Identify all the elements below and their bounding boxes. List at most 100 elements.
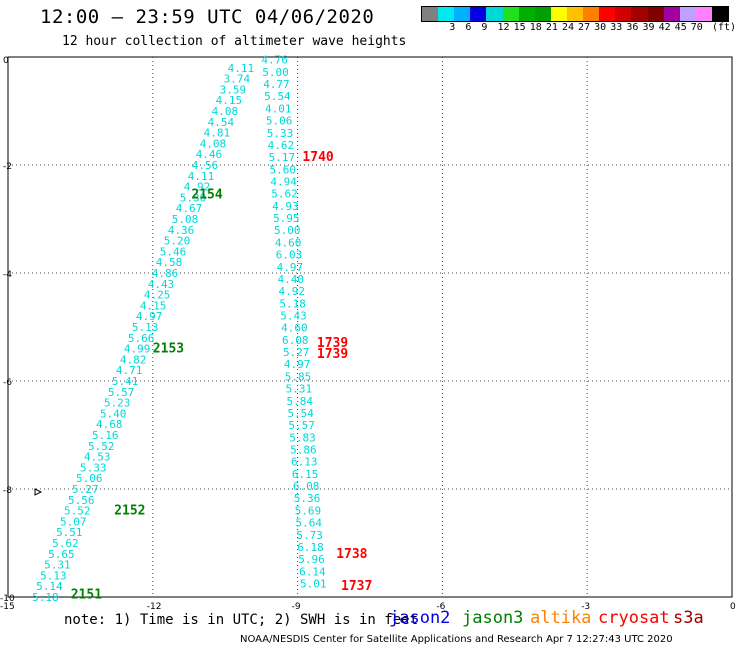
swh-value-left-track: 4.11 — [228, 62, 255, 75]
color-scale-label: 12 — [497, 22, 510, 33]
swh-value-left-track: 5.40 — [100, 407, 127, 420]
swh-value-left-track: 5.56 — [68, 494, 95, 507]
swh-value-left-track: 5.33 — [80, 461, 107, 474]
swh-value-left-track: 4.08 — [212, 105, 239, 118]
swh-value-left-track: 5.65 — [48, 548, 74, 561]
color-scale-label: 39 — [642, 22, 655, 33]
swh-value-left-track: 5.52 — [88, 440, 115, 453]
swh-value-left-track: 5.51 — [56, 526, 82, 539]
pass-label: 2151 — [71, 587, 102, 602]
color-swatch — [663, 7, 680, 21]
swh-value-right-track: 4.94 — [270, 176, 297, 189]
swh-value-left-track: 4.25 — [144, 289, 171, 302]
color-scale-label: 3 — [449, 22, 456, 33]
coast-marker-icon — [34, 488, 43, 496]
pass-label: 2152 — [114, 504, 145, 519]
y-tick-label: 0 — [3, 56, 9, 66]
swh-value-left-track: 4.15 — [216, 94, 243, 107]
color-scale-label: 42 — [658, 22, 671, 33]
swh-value-right-track: 5.00 — [274, 224, 301, 237]
swh-value-left-track: 5.27 — [72, 483, 99, 496]
swh-value-left-track: 5.30 — [180, 191, 207, 204]
swh-value-left-track: 4.99 — [124, 343, 151, 356]
y-tick-label: -6 — [3, 378, 12, 388]
color-scale-label: 18 — [529, 22, 542, 33]
color-scale-bar — [421, 6, 729, 22]
color-swatch — [679, 7, 696, 21]
swh-value-right-track: 4.92 — [278, 285, 305, 298]
swh-value-right-track: 4.60 — [281, 322, 308, 335]
swh-value-left-track: 4.54 — [208, 116, 235, 129]
swh-value-left-track: 5.31 — [44, 559, 71, 572]
swh-value-right-track: 4.62 — [268, 139, 295, 152]
x-tick-label: -3 — [581, 602, 590, 612]
swh-value-right-track: 6.18 — [297, 541, 324, 554]
satellite-legend-cryosat: cryosat — [598, 608, 670, 628]
swh-value-left-track: 5.41 — [112, 375, 138, 388]
color-swatch — [454, 7, 471, 21]
swh-value-right-track: 5.43 — [280, 310, 307, 323]
pass-label: 2154 — [191, 188, 222, 203]
map-title: 12:00 – 23:59 UTC 04/06/2020 — [40, 6, 375, 28]
swh-value-right-track: 4.97 — [277, 261, 304, 274]
swh-value-left-track: 5.18 — [32, 591, 59, 604]
pass-label: 2153 — [153, 342, 184, 357]
color-swatch — [695, 7, 712, 21]
swh-value-right-track: 4.97 — [284, 358, 311, 371]
swh-value-right-track: 5.96 — [298, 553, 325, 566]
swh-value-right-track: 5.95 — [273, 212, 300, 225]
swh-value-left-track: 5.57 — [108, 386, 135, 399]
x-tick-label: -6 — [436, 602, 445, 612]
swh-value-right-track: 6.14 — [299, 565, 326, 578]
swh-value-left-track: 5.52 — [64, 505, 91, 518]
swh-value-left-track: 3.74 — [224, 73, 251, 86]
swh-value-left-track: 5.46 — [160, 245, 187, 258]
swh-value-right-track: 4.93 — [272, 200, 299, 213]
swh-value-left-track: 5.16 — [92, 429, 119, 442]
color-scale-label: 6 — [465, 22, 472, 33]
swh-value-right-track: 6.08 — [293, 480, 320, 493]
color-swatch — [550, 7, 567, 21]
swh-value-left-track: 4.15 — [140, 299, 167, 312]
map-subtitle: 12 hour collection of altimeter wave hei… — [62, 34, 407, 49]
swh-value-left-track: 4.67 — [176, 202, 203, 215]
axis-ticks: -15 -12 -9 -6 -3 0 0 -2 -4 -6 -8 -10 — [0, 56, 736, 612]
color-scale-label: 33 — [610, 22, 623, 33]
pass-label: 1740 — [302, 150, 333, 165]
satellite-legend-jason2: jason2 — [389, 608, 451, 628]
swh-value-right-track: 5.69 — [295, 504, 322, 517]
x-tick-label: -12 — [147, 602, 162, 612]
x-tick-label: -9 — [292, 602, 301, 612]
swh-value-left-track: 5.20 — [164, 235, 191, 248]
swh-value-right-track: 5.54 — [264, 90, 291, 103]
color-swatch — [438, 7, 455, 21]
swh-value-right-track: 5.54 — [287, 407, 314, 420]
swh-value-right-track: 5.01 — [300, 578, 327, 591]
swh-value-left-track: 4.43 — [148, 278, 175, 291]
color-scale-label: 27 — [578, 22, 591, 33]
swh-value-left-track: 5.06 — [76, 472, 103, 485]
swh-value-right-track: 5.18 — [279, 297, 306, 310]
color-swatch — [631, 7, 648, 21]
swh-value-left-track: 4.97 — [136, 310, 163, 323]
swh-value-right-track: 5.83 — [289, 431, 316, 444]
swh-value-right-track: 5.86 — [290, 444, 317, 457]
swh-value-right-track: 5.33 — [267, 127, 294, 140]
note-text: note: 1) Time is in UTC; 2) SWH is in fe… — [64, 612, 419, 628]
swh-value-right-track: 5.62 — [271, 188, 298, 201]
swh-value-left-track: 5.66 — [128, 332, 154, 345]
color-swatch — [422, 7, 439, 21]
color-swatch — [599, 7, 616, 21]
swh-value-right-track: 5.60 — [269, 163, 296, 176]
swh-value-right-track: 5.36 — [294, 492, 321, 505]
pass-label: 1739 — [317, 336, 348, 351]
swh-value-right-track: 4.60 — [275, 236, 302, 249]
footer-credit: NOAA/NESDIS Center for Satellite Applica… — [240, 634, 673, 645]
color-swatch — [534, 7, 551, 21]
y-tick-label: -8 — [3, 486, 12, 496]
swh-value-left-track: 4.86 — [152, 267, 179, 280]
y-tick-label: -10 — [0, 594, 15, 604]
color-scale-label: 21 — [545, 22, 558, 33]
